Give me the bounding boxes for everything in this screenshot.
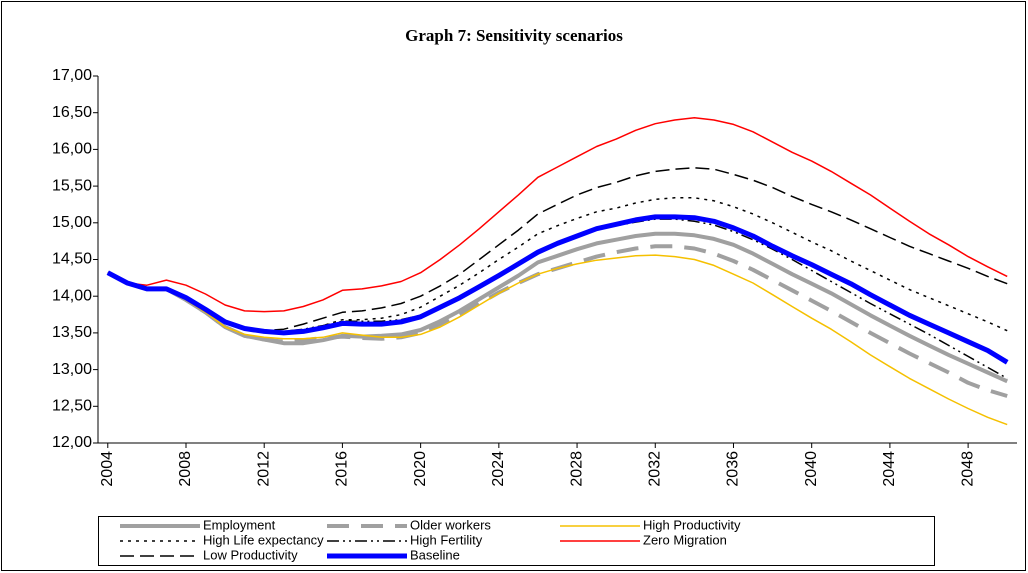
legend-label: Older workers xyxy=(410,517,491,532)
y-tick-label: 16,50 xyxy=(52,104,92,121)
y-tick-label: 14,00 xyxy=(52,287,92,304)
legend-label: High Life expectancy xyxy=(203,532,324,547)
x-tick-label: 2020 xyxy=(412,451,429,487)
y-tick-label: 13,50 xyxy=(52,324,92,341)
x-tick-label: 2016 xyxy=(334,451,351,487)
x-tick-label: 2008 xyxy=(177,451,194,487)
y-tick-label: 15,00 xyxy=(52,214,92,231)
x-tick-label: 2012 xyxy=(255,451,272,487)
y-tick-label: 13,00 xyxy=(52,361,92,378)
y-tick-label: 17,00 xyxy=(52,67,92,84)
legend-label: High Productivity xyxy=(643,517,741,532)
y-tick-label: 12,00 xyxy=(52,434,92,451)
legend-label: Zero Migration xyxy=(643,532,727,547)
series-line xyxy=(107,117,1008,313)
series-line xyxy=(107,254,1008,426)
series-line xyxy=(106,231,1009,384)
x-tick-label: 2044 xyxy=(881,451,898,487)
x-tick-label: 2024 xyxy=(490,451,507,487)
legend-label: Low Productivity xyxy=(203,547,298,562)
y-tick-label: 14,50 xyxy=(52,251,92,268)
x-tick-label: 2048 xyxy=(959,451,976,487)
x-tick-label: 2036 xyxy=(725,451,742,487)
x-tick-label: 2028 xyxy=(568,451,585,487)
x-tick-label: 2032 xyxy=(646,451,663,487)
y-tick-label: 12,50 xyxy=(52,398,92,415)
series-line xyxy=(107,197,1008,334)
legend-label: High Fertility xyxy=(410,532,483,547)
legend-box xyxy=(98,516,935,566)
y-tick-label: 15,50 xyxy=(52,177,92,194)
series-line xyxy=(106,214,1009,365)
y-tick-label: 16,00 xyxy=(52,141,92,158)
legend-label: Baseline xyxy=(410,547,460,562)
legend-label: Employment xyxy=(203,517,276,532)
x-tick-label: 2040 xyxy=(803,451,820,487)
x-tick-label: 2004 xyxy=(99,451,116,487)
chart-title: Graph 7: Sensitivity scenarios xyxy=(405,26,623,45)
